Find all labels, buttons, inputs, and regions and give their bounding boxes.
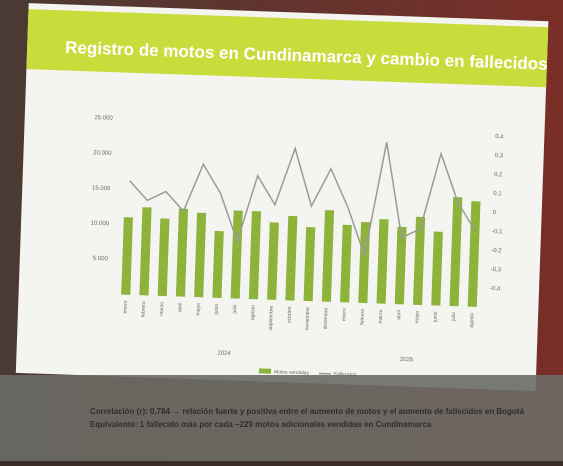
y2-tick-label: -0,2 bbox=[491, 248, 502, 254]
x-tick-label: junio bbox=[433, 311, 439, 323]
x-tick-label: julio bbox=[232, 304, 238, 314]
x-tick-label: febrero bbox=[359, 309, 366, 325]
x-tick-label: diciembre bbox=[323, 307, 330, 329]
x-tick-label: enero bbox=[122, 300, 128, 313]
x-tick-label: abril bbox=[177, 302, 183, 312]
caption-band bbox=[0, 375, 563, 461]
x-tick-label: marzo bbox=[159, 302, 165, 316]
x-tick-label: agosto bbox=[250, 305, 257, 320]
y2-tick-label: -0,3 bbox=[491, 267, 502, 273]
x-tick-label: febrero bbox=[141, 301, 148, 317]
y2-tick-label: 0,3 bbox=[495, 153, 504, 159]
slide: Registro de motos en Cundinamarca y camb… bbox=[16, 3, 549, 391]
y-tick-label: 10.000 bbox=[91, 221, 110, 228]
y-tick-label: 5.000 bbox=[93, 256, 109, 263]
y2-tick-label: -0,1 bbox=[492, 229, 503, 235]
x-tick-label: julio bbox=[451, 312, 457, 322]
x-tick-label: agosto bbox=[469, 312, 476, 327]
x-tick-label: abril bbox=[396, 310, 402, 320]
y2-tick-label: 0,2 bbox=[494, 172, 503, 178]
annotation: Correlación (r): 0,784 → relación fuerte… bbox=[90, 407, 524, 416]
x-tick-label: septiembre bbox=[268, 305, 275, 330]
x-tick-label: marzo bbox=[378, 309, 384, 323]
y2-tick-label: -0,4 bbox=[490, 286, 501, 292]
x-tick-label: enero bbox=[341, 308, 347, 321]
annotation: Equivalente: 1 fallecido más por cada ~2… bbox=[90, 420, 432, 429]
legend-swatch bbox=[259, 368, 271, 373]
y2-tick-label: 0,4 bbox=[495, 134, 504, 140]
x-tick-label: junio bbox=[214, 304, 220, 316]
y2-tick-label: 0,1 bbox=[493, 191, 502, 197]
y-tick-label: 20.000 bbox=[93, 150, 112, 157]
y-tick-label: 25.000 bbox=[94, 115, 113, 122]
x-tick-label: mayo bbox=[195, 303, 201, 316]
x-tick-label: noviembre bbox=[304, 307, 311, 331]
y-tick-label: 15.000 bbox=[92, 185, 111, 192]
x-tick-label: octubre bbox=[286, 306, 293, 323]
group-label: 2025 bbox=[400, 357, 414, 363]
x-tick-label: mayo bbox=[414, 311, 420, 324]
group-label: 2024 bbox=[217, 350, 231, 356]
